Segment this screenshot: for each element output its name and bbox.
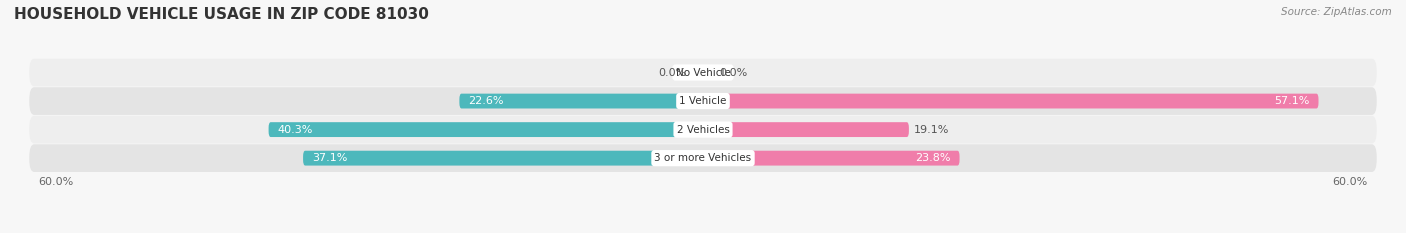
FancyBboxPatch shape [30, 116, 1376, 144]
FancyBboxPatch shape [269, 122, 703, 137]
FancyBboxPatch shape [460, 94, 703, 109]
FancyBboxPatch shape [304, 151, 703, 166]
FancyBboxPatch shape [703, 65, 711, 80]
Text: 3 or more Vehicles: 3 or more Vehicles [654, 153, 752, 163]
Text: Source: ZipAtlas.com: Source: ZipAtlas.com [1281, 7, 1392, 17]
Text: 37.1%: 37.1% [312, 153, 347, 163]
Text: 22.6%: 22.6% [468, 96, 503, 106]
FancyBboxPatch shape [695, 65, 703, 80]
Text: HOUSEHOLD VEHICLE USAGE IN ZIP CODE 81030: HOUSEHOLD VEHICLE USAGE IN ZIP CODE 8103… [14, 7, 429, 22]
Text: No Vehicle: No Vehicle [675, 68, 731, 78]
FancyBboxPatch shape [30, 87, 1376, 115]
FancyBboxPatch shape [703, 94, 1319, 109]
FancyBboxPatch shape [30, 59, 1376, 86]
Text: 23.8%: 23.8% [915, 153, 950, 163]
Text: 0.0%: 0.0% [720, 68, 748, 78]
Text: 0.0%: 0.0% [658, 68, 688, 78]
FancyBboxPatch shape [703, 122, 908, 137]
Text: 1 Vehicle: 1 Vehicle [679, 96, 727, 106]
Text: 19.1%: 19.1% [914, 125, 949, 135]
Text: 57.1%: 57.1% [1274, 96, 1310, 106]
Text: 40.3%: 40.3% [277, 125, 312, 135]
FancyBboxPatch shape [703, 151, 959, 166]
FancyBboxPatch shape [30, 144, 1376, 172]
Text: 2 Vehicles: 2 Vehicles [676, 125, 730, 135]
Legend: Owner-occupied, Renter-occupied: Owner-occupied, Renter-occupied [585, 230, 821, 233]
